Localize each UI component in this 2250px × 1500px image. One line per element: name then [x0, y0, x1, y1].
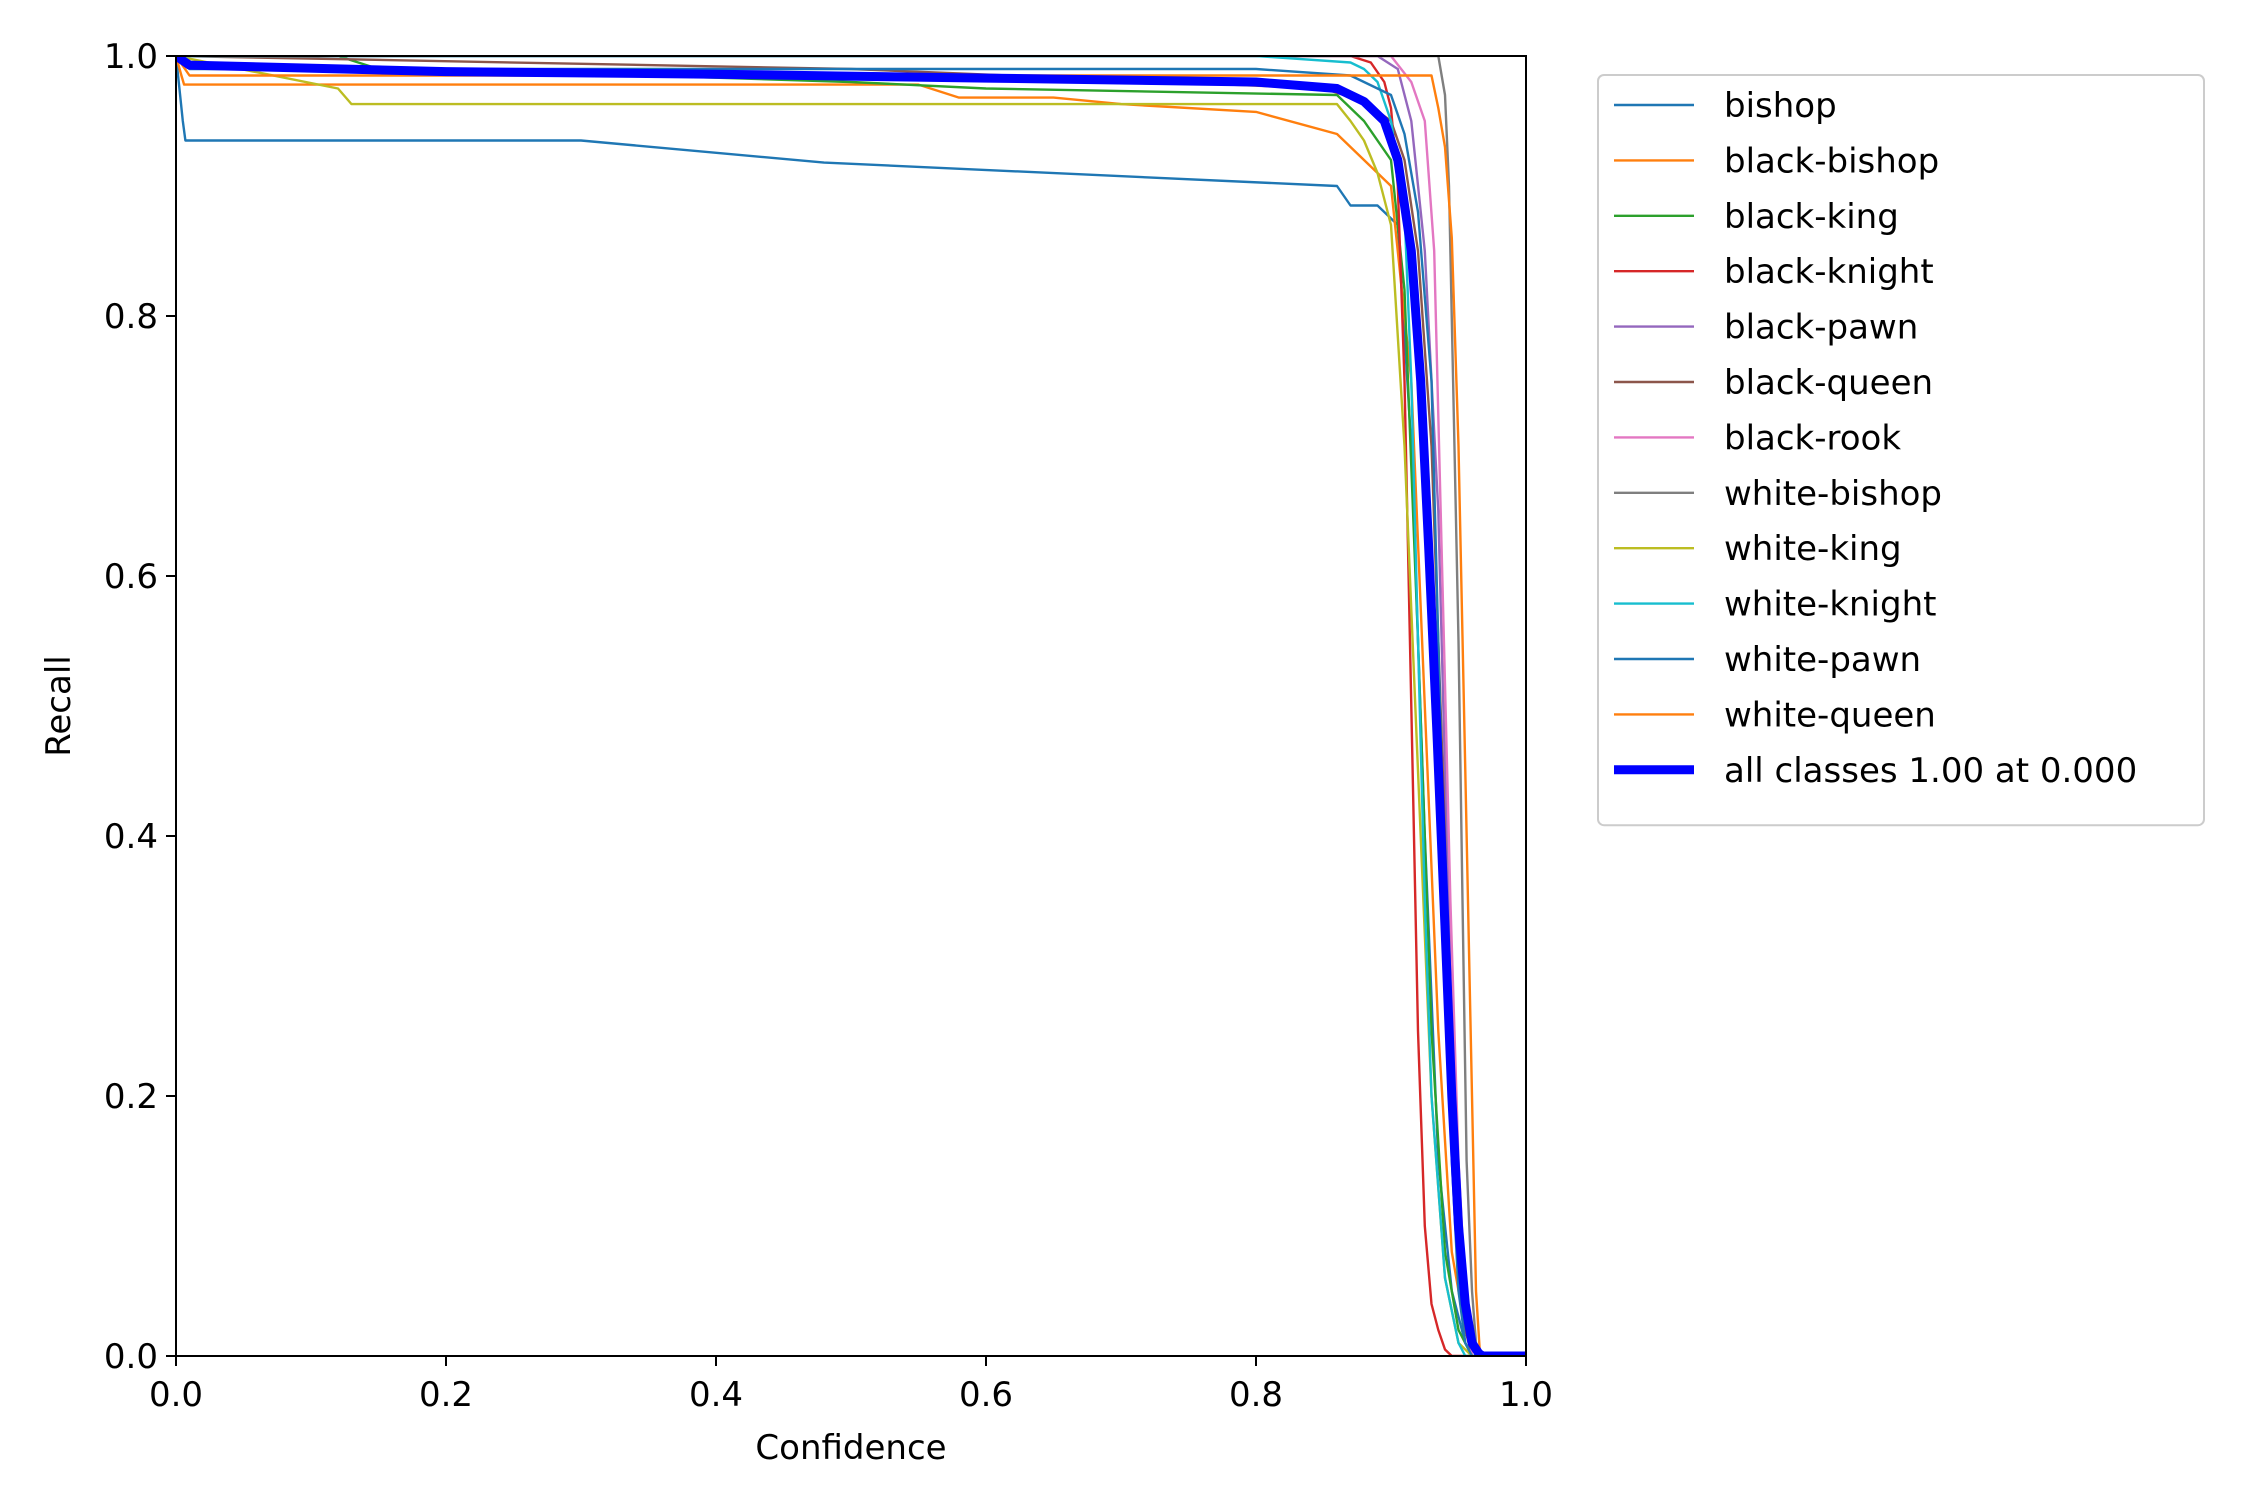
series-line-white-queen [176, 56, 1526, 1356]
legend-entry-label: black-king [1724, 197, 1899, 237]
legend-box [1597, 74, 2205, 827]
x-tick-label: 0.0 [149, 1375, 203, 1415]
series-line-black-king [176, 56, 1526, 1356]
legend-entry-label: all classes 1.00 at 0.000 [1724, 751, 2137, 791]
y-axis-label: Recall [39, 655, 79, 756]
y-tick-label: 0.2 [104, 1077, 158, 1117]
series-line-white-bishop [176, 56, 1526, 1356]
series-line-white-knight [176, 56, 1526, 1356]
series-layer [176, 56, 1526, 1356]
x-tick-label: 0.4 [689, 1375, 743, 1415]
y-tick-label: 0.8 [104, 297, 158, 337]
legend-entry-label: black-bishop [1724, 141, 1939, 181]
legend-entry-label: black-knight [1724, 252, 1934, 292]
legend-entry-label: black-rook [1724, 418, 1901, 458]
x-tick-label: 0.2 [419, 1375, 473, 1415]
series-line-white-king [176, 56, 1526, 1356]
x-axis-label: Confidence [755, 1428, 946, 1468]
series-line-all-classes-1-00-at-0-000 [176, 56, 1526, 1356]
legend-entry-label: black-pawn [1724, 308, 1918, 348]
legend-entry-label: white-bishop [1724, 474, 1942, 514]
plot-area-frame [175, 55, 1527, 1357]
series-line-black-queen [176, 56, 1526, 1356]
legend-entry-label: white-pawn [1724, 640, 1921, 680]
legend-entry-label: black-queen [1724, 363, 1933, 403]
y-tick-label: 1.0 [104, 37, 158, 77]
x-tick-label: 1.0 [1499, 1375, 1553, 1415]
legend-entry-label: white-king [1724, 529, 1902, 569]
series-line-white-pawn [176, 56, 1526, 1356]
x-tick-label: 0.8 [1229, 1375, 1283, 1415]
series-line-black-bishop [176, 56, 1526, 1356]
x-tick-label: 0.6 [959, 1375, 1013, 1415]
axis-ticks: 0.0 0.2 0.4 0.6 0.8 1.0 0.0 0.2 0.4 0.6 0.8 1.0 [104, 37, 1553, 1415]
legend-entry-label: bishop [1724, 86, 1837, 126]
y-tick-label: 0.6 [104, 557, 158, 597]
legend: bishop black-bishop black-king black-knight… [1597, 74, 2205, 827]
series-line-bishop [176, 56, 1526, 1356]
series-line-black-rook [176, 56, 1526, 1356]
legend-entry-label: white-knight [1724, 585, 1936, 625]
legend-entry-label: white-queen [1724, 695, 1936, 735]
y-tick-label: 0.4 [104, 817, 158, 857]
series-line-black-pawn [176, 56, 1526, 1356]
y-tick-label: 0.0 [104, 1337, 158, 1377]
series-line-black-knight [176, 56, 1526, 1356]
